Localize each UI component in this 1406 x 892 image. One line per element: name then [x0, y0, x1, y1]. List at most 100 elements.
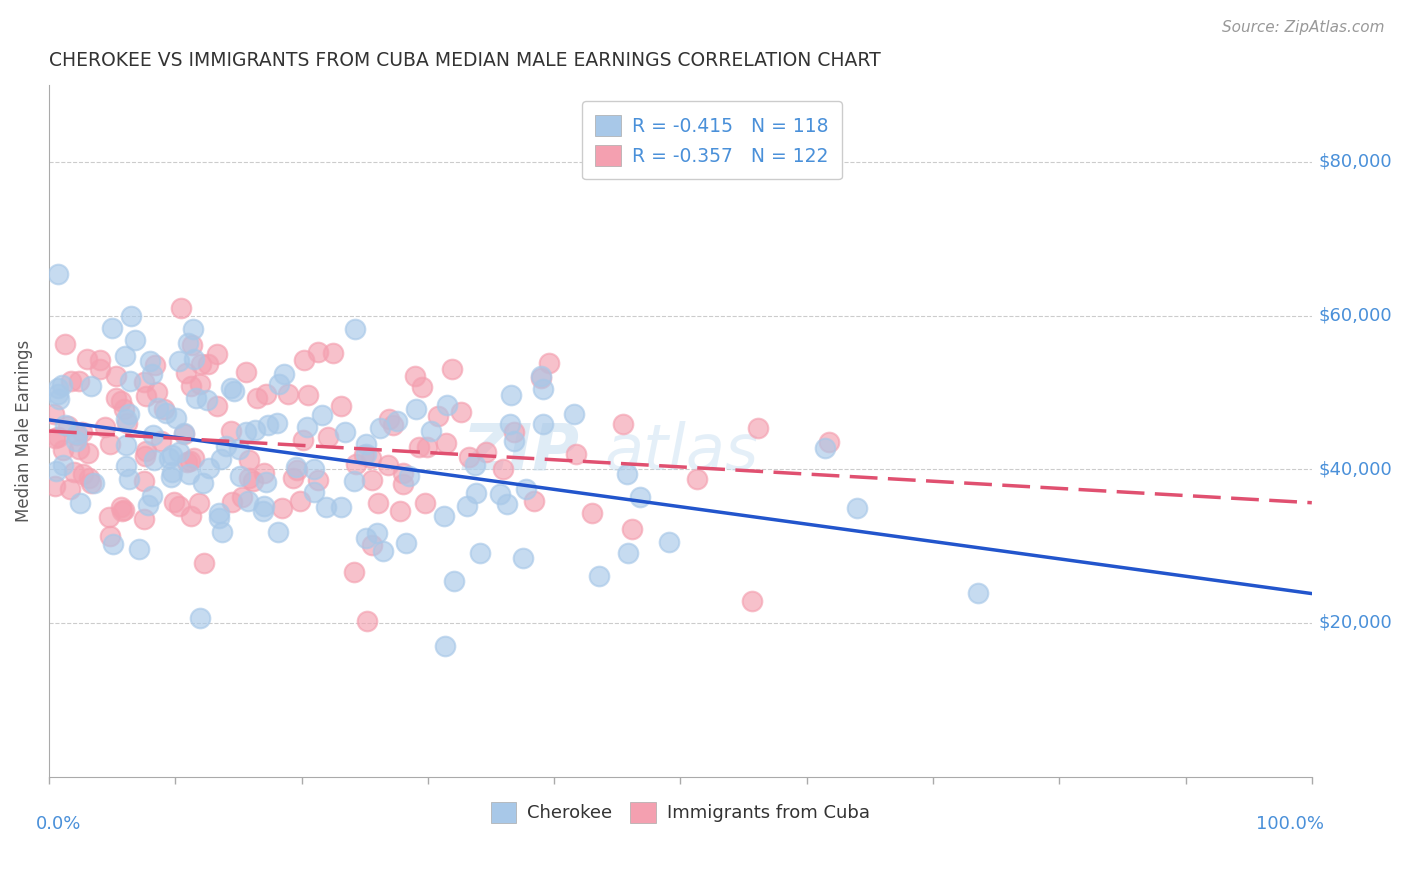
- Immigrants from Cuba: [56, 419, 79, 434]
- Cherokee: [167, 354, 190, 368]
- Cherokee: [155, 406, 177, 420]
- Immigrants from Cuba: [77, 445, 100, 459]
- Immigrants from Cuba: [207, 399, 229, 413]
- Cherokee: [343, 474, 366, 488]
- Text: atlas: atlas: [605, 421, 759, 483]
- Cherokee: [335, 425, 357, 439]
- Immigrants from Cuba: [44, 431, 66, 445]
- Text: $80,000: $80,000: [1317, 153, 1392, 171]
- Cherokee: [512, 550, 534, 565]
- Cherokee: [139, 354, 162, 368]
- Cherokee: [531, 382, 554, 396]
- Immigrants from Cuba: [287, 463, 309, 477]
- Immigrants from Cuba: [307, 345, 329, 359]
- Immigrants from Cuba: [297, 388, 319, 402]
- Cherokee: [53, 417, 76, 432]
- Cherokee: [177, 467, 200, 482]
- Immigrants from Cuba: [503, 425, 526, 440]
- Cherokee: [224, 384, 246, 398]
- Cherokee: [118, 407, 141, 421]
- Y-axis label: Median Male Earnings: Median Male Earnings: [15, 340, 32, 522]
- Cherokee: [405, 401, 427, 416]
- Immigrants from Cuba: [98, 529, 121, 543]
- Immigrants from Cuba: [152, 401, 174, 416]
- Cherokee: [499, 387, 522, 401]
- Immigrants from Cuba: [66, 428, 89, 442]
- Cherokee: [48, 392, 70, 407]
- Immigrants from Cuba: [59, 482, 82, 496]
- Immigrants from Cuba: [115, 416, 138, 430]
- Immigrants from Cuba: [98, 510, 121, 524]
- Cherokee: [502, 434, 524, 448]
- Immigrants from Cuba: [176, 455, 198, 469]
- Cherokee: [329, 500, 352, 514]
- Cherokee: [658, 535, 681, 549]
- Cherokee: [65, 434, 87, 448]
- Cherokee: [295, 419, 318, 434]
- Cherokee: [257, 418, 280, 433]
- Immigrants from Cuba: [343, 565, 366, 579]
- Cherokee: [66, 426, 89, 441]
- Immigrants from Cuba: [79, 475, 101, 490]
- Immigrants from Cuba: [188, 496, 211, 510]
- Cherokee: [183, 351, 205, 366]
- Cherokee: [235, 425, 257, 439]
- Cherokee: [387, 414, 409, 428]
- Cherokee: [315, 500, 337, 514]
- Cherokee: [562, 408, 585, 422]
- Immigrants from Cuba: [747, 421, 769, 435]
- Immigrants from Cuba: [353, 448, 375, 462]
- Cherokee: [197, 461, 219, 475]
- Cherokee: [79, 378, 101, 392]
- Cherokee: [394, 536, 416, 550]
- Cherokee: [215, 439, 238, 453]
- Cherokee: [141, 489, 163, 503]
- Immigrants from Cuba: [105, 369, 128, 384]
- Cherokee: [100, 321, 122, 335]
- Immigrants from Cuba: [238, 452, 260, 467]
- Immigrants from Cuba: [46, 430, 69, 444]
- Immigrants from Cuba: [112, 402, 135, 417]
- Cherokee: [142, 453, 165, 467]
- Cherokee: [273, 367, 295, 381]
- Cherokee: [120, 374, 142, 388]
- Cherokee: [533, 417, 555, 432]
- Cherokee: [304, 485, 326, 500]
- Text: 0.0%: 0.0%: [37, 814, 82, 832]
- Cherokee: [101, 536, 124, 550]
- Immigrants from Cuba: [89, 362, 111, 376]
- Immigrants from Cuba: [318, 430, 340, 444]
- Cherokee: [343, 321, 366, 335]
- Immigrants from Cuba: [163, 495, 186, 509]
- Cherokee: [499, 417, 522, 432]
- Immigrants from Cuba: [492, 462, 515, 476]
- Immigrants from Cuba: [404, 369, 426, 384]
- Cherokee: [157, 451, 180, 466]
- Immigrants from Cuba: [63, 466, 86, 480]
- Immigrants from Cuba: [150, 434, 173, 449]
- Immigrants from Cuba: [818, 434, 841, 449]
- Immigrants from Cuba: [361, 474, 384, 488]
- Legend: Cherokee, Immigrants from Cuba: Cherokee, Immigrants from Cuba: [484, 795, 877, 830]
- Immigrants from Cuba: [134, 375, 156, 389]
- Immigrants from Cuba: [112, 503, 135, 517]
- Immigrants from Cuba: [146, 385, 169, 400]
- Cherokee: [118, 473, 141, 487]
- Immigrants from Cuba: [686, 472, 709, 486]
- Immigrants from Cuba: [89, 353, 111, 368]
- Cherokee: [254, 475, 277, 489]
- Immigrants from Cuba: [408, 440, 430, 454]
- Immigrants from Cuba: [322, 346, 344, 360]
- Cherokee: [617, 546, 640, 560]
- Immigrants from Cuba: [292, 433, 315, 447]
- Immigrants from Cuba: [190, 357, 212, 371]
- Immigrants from Cuba: [52, 442, 75, 457]
- Immigrants from Cuba: [253, 466, 276, 480]
- Immigrants from Cuba: [173, 426, 195, 441]
- Cherokee: [253, 500, 276, 514]
- Immigrants from Cuba: [277, 387, 299, 401]
- Immigrants from Cuba: [197, 358, 219, 372]
- Immigrants from Cuba: [193, 556, 215, 570]
- Cherokee: [165, 411, 187, 425]
- Cherokee: [433, 509, 456, 524]
